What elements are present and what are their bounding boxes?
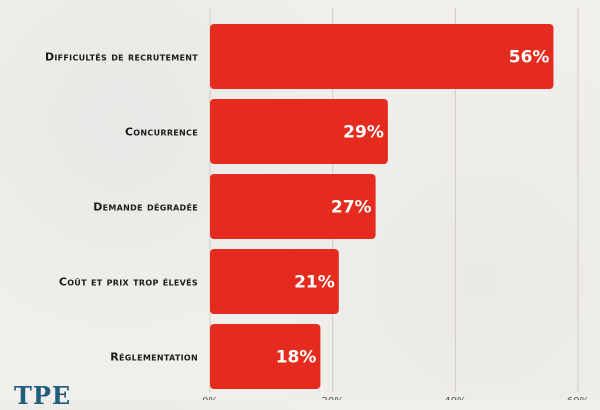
x-tick-label: 20%	[322, 396, 344, 400]
bar	[210, 99, 388, 164]
value-label: 56%	[509, 48, 550, 68]
brand-logo: TPE	[14, 381, 72, 410]
category-label: Demande dégradée	[93, 201, 198, 214]
bar	[210, 174, 376, 239]
value-label: 18%	[276, 348, 317, 368]
value-label: 27%	[331, 198, 372, 218]
bars-group	[210, 24, 554, 389]
value-labels: 56% 29% 27% 21% 18%	[276, 48, 550, 368]
category-label: Coût et prix trop élevés	[59, 276, 198, 289]
bar	[210, 249, 339, 314]
category-label: Réglementation	[110, 351, 198, 364]
bar	[210, 24, 554, 89]
x-tick-label: 60%	[567, 396, 589, 400]
value-label: 21%	[294, 273, 335, 293]
bar-chart: Difficultés de recrutement Concurrence Dem…	[45, 8, 589, 400]
bar	[210, 324, 321, 389]
value-label: 29%	[343, 123, 384, 143]
category-label: Difficultés de recrutement	[45, 51, 198, 64]
category-label: Concurrence	[125, 126, 198, 139]
category-labels: Difficultés de recrutement Concurrence Dem…	[45, 51, 198, 364]
x-tick-label: 40%	[444, 396, 466, 400]
x-tick-label: 0%	[202, 396, 218, 400]
x-axis-ticks: 0% 20% 40% 60%	[202, 396, 589, 400]
